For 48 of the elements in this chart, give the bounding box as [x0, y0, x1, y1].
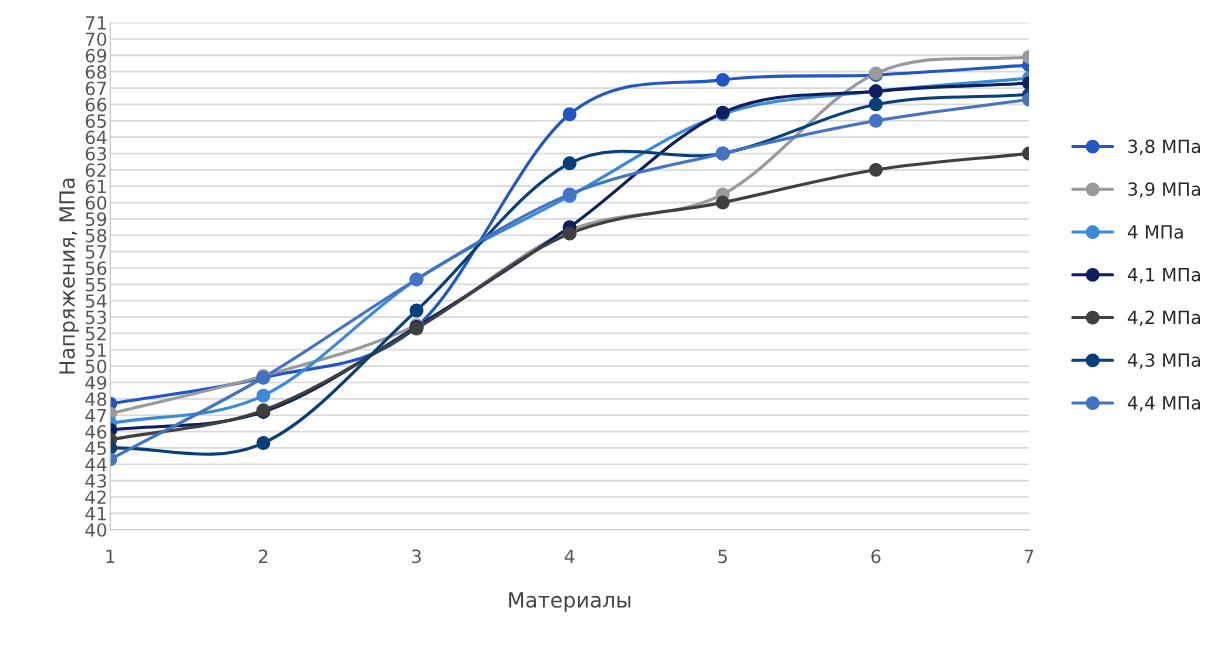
x-tick-label: 5: [718, 549, 727, 564]
y-tick-label: 44: [85, 457, 107, 472]
y-tick-label: 48: [85, 392, 107, 406]
y-tick-label: 61: [85, 179, 106, 194]
y-tick-label: 49: [85, 375, 107, 390]
x-tick-label: 6: [871, 549, 881, 564]
y-tick-label: 55: [85, 278, 106, 292]
y-tick-label: 46: [85, 425, 107, 439]
x-axis-title: Материалы: [509, 592, 631, 612]
y-tick-label: 70: [85, 32, 107, 47]
legend-label: 3,9 МПа: [1128, 182, 1201, 198]
y-tick-label: 65: [85, 114, 106, 128]
y-tick-label: 41: [85, 507, 106, 521]
y-tick-label: 50: [85, 359, 107, 374]
y-tick-label: 63: [85, 146, 107, 161]
legend-label: 4 МПа: [1127, 225, 1183, 239]
legend-label: 3,8 МПа: [1128, 139, 1201, 155]
y-tick-label: 69: [85, 48, 107, 63]
y-tick-label: 67: [85, 81, 106, 96]
y-tick-label: 64: [85, 130, 107, 145]
x-tick-label: 1: [106, 549, 115, 563]
y-tick-label: 52: [85, 326, 106, 341]
legend-label: 4,3 МПа: [1127, 353, 1201, 369]
y-tick-label: 59: [85, 212, 107, 227]
y-tick-label: 58: [85, 228, 107, 243]
legend-label: 4,4 МПа: [1127, 396, 1201, 412]
y-axis-title: Напряжения, МПа: [59, 178, 79, 374]
y-tick-label: 56: [85, 261, 107, 276]
y-tick-label: 71: [85, 16, 106, 30]
x-tick-label: 3: [412, 549, 421, 564]
y-tick-label: 47: [85, 408, 106, 423]
legend-label: 4,1 МПа: [1127, 267, 1201, 284]
x-tick-label: 2: [258, 549, 268, 563]
y-tick-label: 43: [85, 474, 107, 488]
y-tick-label: 40: [85, 523, 107, 537]
legend-label: 4,2 МПа: [1127, 310, 1201, 326]
x-tick-label: 4: [564, 549, 575, 563]
y-tick-label: 45: [85, 441, 106, 456]
y-tick-label: 60: [85, 196, 107, 210]
y-tick-label: 54: [85, 294, 107, 308]
x-tick-label: 7: [1024, 549, 1034, 563]
y-tick-label: 42: [85, 490, 106, 504]
y-tick-label: 53: [85, 310, 107, 325]
y-tick-label: 62: [85, 163, 106, 177]
y-tick-label: 51: [85, 343, 106, 357]
y-tick-label: 66: [85, 97, 107, 112]
y-tick-label: 68: [85, 65, 107, 79]
y-tick-label: 57: [85, 245, 106, 259]
